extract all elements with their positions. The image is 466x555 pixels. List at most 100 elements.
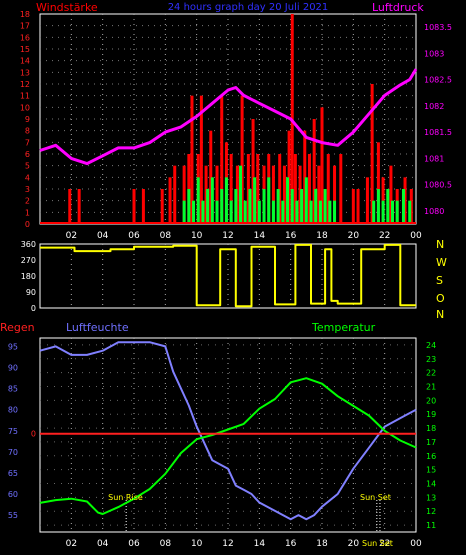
compass-letter: W — [436, 256, 447, 269]
pressure-y-tick: 1083.5 — [424, 23, 452, 32]
gust-bar — [365, 177, 369, 224]
humidity-y-tick: 60 — [8, 490, 18, 499]
wind-y-tick: 9 — [25, 115, 30, 124]
gust-bar — [320, 107, 324, 224]
gust-bar — [409, 189, 413, 224]
wind-speed-bar — [300, 189, 304, 224]
gust-bar — [376, 142, 380, 224]
wind-speed-bar — [229, 200, 233, 224]
wind-speed-bar — [290, 189, 294, 224]
pressure-y-tick: 1082.5 — [424, 76, 452, 85]
compass-letter: O — [436, 292, 445, 305]
humidity-y-tick: 75 — [8, 427, 18, 436]
wind-speed-bar — [187, 189, 191, 224]
wind-y-tick: 16 — [20, 33, 30, 42]
direction-y-tick: 90 — [26, 288, 36, 297]
x-tick-label: 14 — [254, 539, 266, 549]
wind-speed-bar — [201, 200, 205, 224]
wind-speed-bar — [192, 200, 196, 224]
x-tick-label: 04 — [97, 231, 109, 241]
temperature-y-tick: 15 — [426, 466, 436, 475]
gust-bar — [293, 154, 297, 224]
x-tick-label: 00 — [410, 539, 422, 549]
gust-bar — [204, 165, 208, 224]
climate-chart-frame — [39, 337, 417, 533]
rain-y-tick: 0 — [31, 430, 36, 439]
gust-bar — [173, 165, 177, 224]
humidity-y-tick: 80 — [8, 406, 18, 415]
wind-speed-bar — [182, 200, 186, 224]
wind-speed-bar — [206, 189, 210, 224]
wind-y-tick: 3 — [25, 185, 30, 194]
wind-y-tick: 14 — [20, 57, 30, 66]
direction-chart-frame — [39, 243, 417, 309]
wind-speed-bar — [395, 200, 399, 224]
gust-bar — [326, 154, 330, 224]
gust-bar — [356, 189, 360, 224]
pressure-line — [39, 68, 418, 166]
gust-bar — [182, 165, 186, 224]
gust-bar — [282, 165, 286, 224]
sun-set-label: Sun Set — [360, 493, 391, 502]
gust-bar — [246, 154, 250, 224]
gust-bar — [287, 130, 291, 224]
chart-title: 24 hours graph day 20 Juli 2021 — [168, 2, 329, 13]
x-tick-label: 18 — [316, 231, 328, 241]
wind-speed-bar — [304, 177, 308, 224]
gust-bar — [351, 189, 355, 224]
gust-bar — [160, 189, 164, 224]
direction-y-tick: 180 — [21, 272, 36, 281]
x-tick-label: 00 — [410, 231, 422, 241]
wind-speed-bar — [333, 200, 337, 224]
temperature-y-tick: 20 — [426, 396, 436, 405]
wind-y-tick: 18 — [20, 10, 30, 19]
gust-bar — [307, 154, 311, 224]
humidity-y-tick: 85 — [8, 385, 18, 394]
gust-bar — [339, 154, 343, 224]
x-tick-label: 08 — [160, 231, 172, 241]
wind-y-tick: 6 — [25, 150, 30, 159]
pressure-y-tick: 1083 — [424, 49, 444, 58]
sun-set-label-bottom: Sun Set — [362, 539, 393, 548]
pressure-y-tick: 1080.5 — [424, 181, 452, 190]
gust-bar — [370, 84, 374, 224]
humidity-y-tick: 90 — [8, 364, 18, 373]
gust-bar — [209, 130, 213, 224]
x-tick-label: 02 — [66, 231, 77, 241]
x-tick-label: 06 — [128, 231, 140, 241]
x-tick-label: 08 — [160, 539, 172, 549]
wind-speed-bar — [215, 200, 219, 224]
wind-direction-line — [40, 243, 416, 308]
x-tick-label: 12 — [222, 539, 233, 549]
pressure-y-tick: 1082 — [424, 102, 444, 111]
gust-bar — [251, 119, 255, 224]
temperature-y-tick: 18 — [426, 424, 436, 433]
wind-speed-bar — [243, 200, 247, 224]
sun-rise-label: Sun Rise — [108, 493, 143, 502]
gust-bar — [312, 119, 316, 224]
wind-speed-bar — [276, 189, 280, 224]
wind-speed-bar — [257, 200, 261, 224]
x-tick-label: 22 — [379, 231, 390, 241]
wind-speed-bar — [262, 189, 266, 224]
x-tick-label: 10 — [191, 231, 203, 241]
x-tick-label: 20 — [348, 231, 360, 241]
humidity-line — [39, 341, 417, 521]
wind-y-tick: 15 — [20, 45, 30, 54]
wind-y-tick: 10 — [20, 103, 30, 112]
wind-speed-bar — [281, 200, 285, 224]
temperature-y-tick: 12 — [426, 507, 436, 516]
gust-bar — [220, 95, 224, 225]
wind-speed-bar — [239, 165, 243, 224]
temperature-y-tick: 14 — [426, 480, 436, 489]
wind-y-tick: 8 — [25, 127, 30, 136]
humidity-y-tick: 65 — [8, 469, 18, 478]
wind-y-tick: 13 — [20, 68, 30, 77]
x-tick-label: 22 — [379, 539, 390, 549]
wind-speed-bar — [401, 189, 405, 224]
wind-speed-bar — [286, 177, 290, 224]
wind-y-tick: 4 — [25, 173, 30, 182]
pressure-y-tick: 1080 — [424, 207, 444, 216]
gust-bar — [303, 130, 307, 224]
